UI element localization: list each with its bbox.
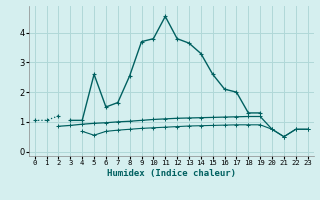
X-axis label: Humidex (Indice chaleur): Humidex (Indice chaleur)	[107, 169, 236, 178]
